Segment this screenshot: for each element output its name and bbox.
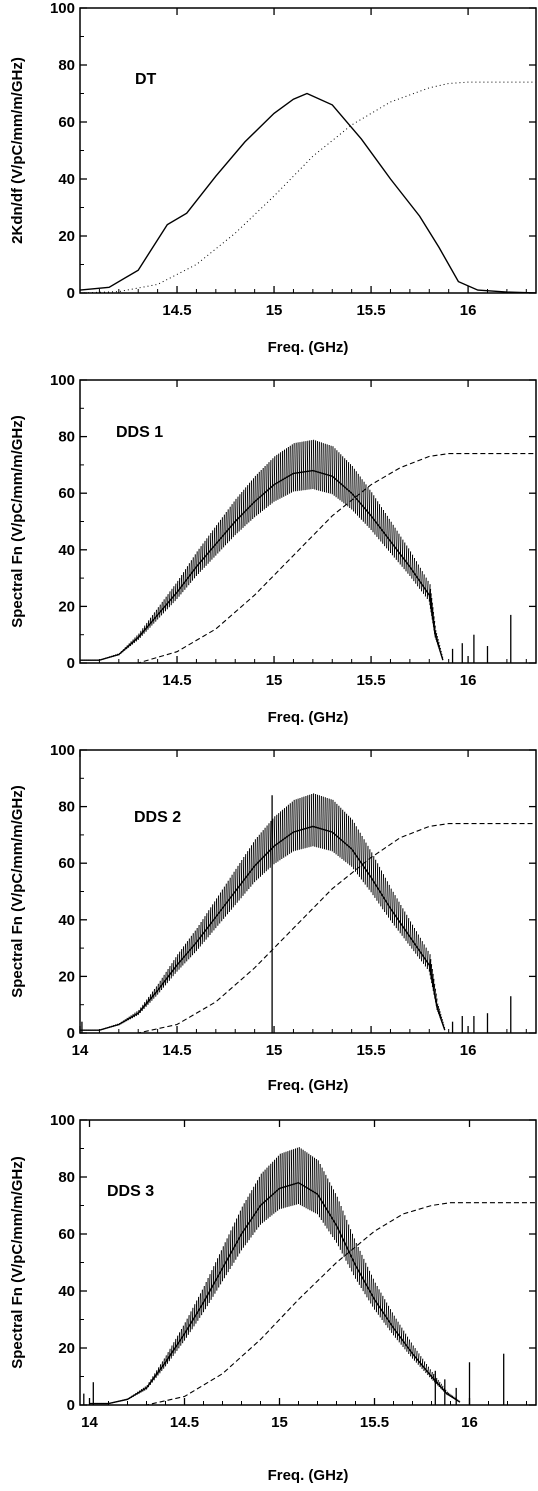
y-tick-label: 40 xyxy=(58,912,75,929)
x-tick-label: 15.5 xyxy=(356,302,385,319)
y-tick-label: 80 xyxy=(58,429,75,446)
y-tick-label: 40 xyxy=(58,171,75,188)
x-tick-label: 14.5 xyxy=(162,672,191,689)
plot-frame xyxy=(79,7,537,294)
y-tick-label: 80 xyxy=(58,799,75,816)
y-tick-label: 100 xyxy=(50,742,75,759)
panel-label: DDS 3 xyxy=(107,1183,154,1200)
y-tick-label: 80 xyxy=(58,57,75,74)
x-tick-label: 15 xyxy=(266,302,283,319)
series-oscillation-band xyxy=(80,439,444,661)
y-tick-label: 0 xyxy=(67,1025,75,1042)
x-axis-title: Freq. (GHz) xyxy=(268,1077,349,1094)
chart-panel-2: 0 20 40 60 80 100 14.5 15 15.5 16 Freq. (GHz) Spect… xyxy=(9,372,537,726)
x-tick-label: 14 xyxy=(81,1414,98,1431)
y-tick-label: 60 xyxy=(58,485,75,502)
y-tick-label: 20 xyxy=(58,968,75,985)
x-tick-label: 14.5 xyxy=(162,1042,191,1059)
y-tick-label: 0 xyxy=(67,655,75,672)
series-line-dashed xyxy=(80,453,536,663)
y-tick-label: 0 xyxy=(67,285,75,302)
y-axis-title: Spectral Fn (V/pC/mm/m/GHz) xyxy=(9,1156,26,1369)
series-line-dashed xyxy=(80,1202,536,1405)
y-tick-label: 100 xyxy=(50,1112,75,1129)
series-line-solid xyxy=(80,469,444,661)
series-oscillation-band xyxy=(89,1147,460,1405)
y-axis-title: Spectral Fn (V/pC/mm/m/GHz) xyxy=(9,415,26,628)
y-tick-label: 0 xyxy=(67,1397,75,1414)
x-axis-title: Freq. (GHz) xyxy=(268,1467,349,1484)
x-axis-title: Freq. (GHz) xyxy=(268,339,349,356)
plot-frame xyxy=(79,1119,537,1406)
y-tick-label: 60 xyxy=(58,855,75,872)
x-tick-label: 15.5 xyxy=(356,1042,385,1059)
y-axis-title: 2Kdn/df (V/pC/mm/m/GHz) xyxy=(9,57,26,244)
x-tick-label: 15 xyxy=(266,672,283,689)
x-tick-label: 14.5 xyxy=(162,302,191,319)
panel-label: DDS 2 xyxy=(134,809,181,826)
series-line-dashed xyxy=(80,823,536,1033)
chart-panel-1: 0 20 40 60 80 100 14.5 15 15.5 16 Freq. (GHz) 2Kdn/… xyxy=(9,0,537,356)
y-tick-label: 20 xyxy=(58,1340,75,1357)
series-line-solid xyxy=(80,92,536,293)
panel-label: DT xyxy=(135,71,157,88)
y-tick-label: 100 xyxy=(50,0,75,17)
y-tick-label: 20 xyxy=(58,598,75,615)
series-oscillation-band xyxy=(80,793,446,1031)
y-tick-label: 40 xyxy=(58,1283,75,1300)
x-tick-label: 15 xyxy=(271,1414,288,1431)
y-tick-label: 60 xyxy=(58,1226,75,1243)
x-tick-label: 16 xyxy=(460,1042,477,1059)
y-tick-label: 80 xyxy=(58,1169,75,1186)
plot-frame xyxy=(79,749,537,1034)
y-axis-title: Spectral Fn (V/pC/mm/m/GHz) xyxy=(9,785,26,998)
series-line-dotted xyxy=(80,81,536,293)
x-tick-label: 16 xyxy=(461,1414,478,1431)
x-tick-label: 14 xyxy=(72,1042,89,1059)
chart-panel-3: 0 20 40 60 80 100 14 14.5 15 15.5 16 Freq. (GHz) Spe… xyxy=(9,742,537,1094)
y-tick-label: 40 xyxy=(58,542,75,559)
panel-label: DDS 1 xyxy=(116,424,163,441)
x-tick-label: 16 xyxy=(460,672,477,689)
series-line-solid xyxy=(89,1181,461,1405)
chart-panel-4: 0 20 40 60 80 100 14 14.5 15 15.5 16 Freq. (GHz) Spe… xyxy=(9,1112,537,1484)
y-tick-label: 100 xyxy=(50,372,75,389)
y-tick-label: 60 xyxy=(58,114,75,131)
x-axis-title: Freq. (GHz) xyxy=(268,709,349,726)
x-tick-label: 15 xyxy=(266,1042,283,1059)
y-tick-label: 20 xyxy=(58,228,75,245)
x-tick-label: 16 xyxy=(460,302,477,319)
x-tick-label: 15.5 xyxy=(356,672,385,689)
x-tick-label: 14.5 xyxy=(170,1414,199,1431)
x-tick-label: 15.5 xyxy=(360,1414,389,1431)
